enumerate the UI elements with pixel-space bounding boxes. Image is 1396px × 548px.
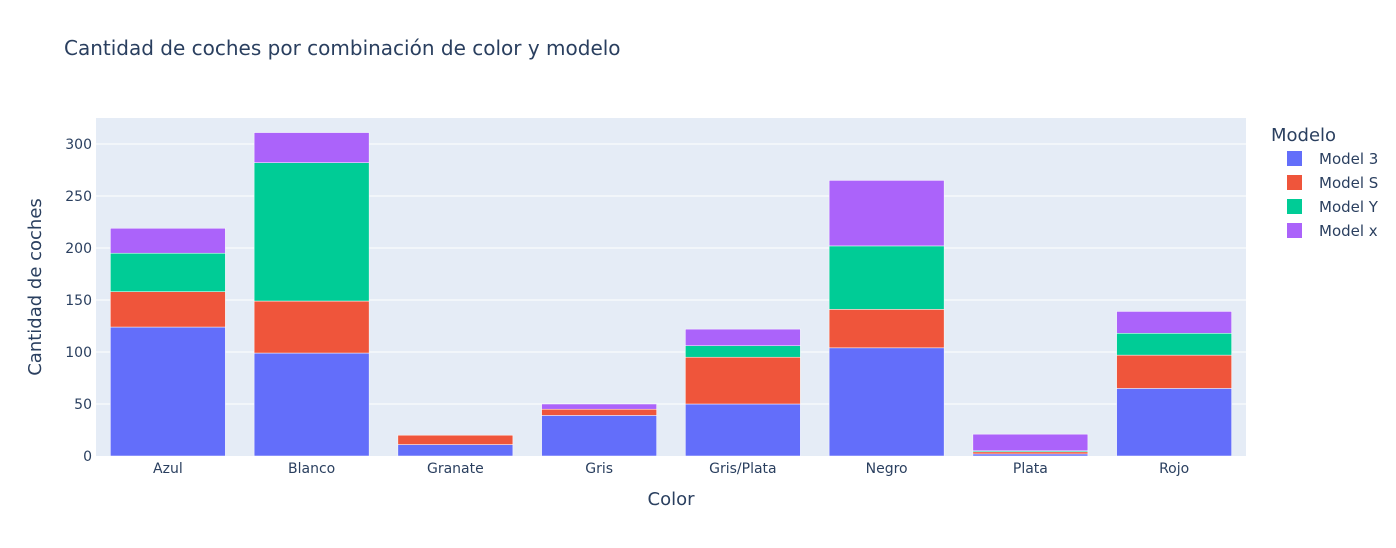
bar-azul-model-3 (110, 326, 226, 457)
legend-item-label: Model Y (1319, 198, 1379, 216)
legend-swatch (1287, 151, 1302, 166)
legend-swatch (1287, 223, 1302, 238)
bar-negro-model-s (828, 309, 945, 349)
y-tick-label: 300 (65, 137, 92, 153)
bar-gris-plata-model-3 (685, 403, 801, 457)
legend: Modelo Model 3 Model S Model Y Model x (1271, 125, 1379, 240)
bar-rojo-model-3 (1116, 388, 1232, 457)
y-tick-label: 50 (74, 397, 92, 413)
x-tick-label: Gris (585, 461, 613, 477)
bar-plata-model-x (972, 433, 1089, 452)
bar-gris-plata-model-s (685, 356, 801, 405)
y-tick-label: 200 (65, 241, 92, 257)
x-tick-label: Azul (153, 461, 183, 477)
bar-blanco-model-y (253, 162, 370, 302)
bar-negro-model-x (828, 180, 945, 247)
bar-gris-plata-model-x (685, 328, 801, 347)
bar-azul-model-y (110, 252, 226, 292)
bar-gris-model-s (541, 408, 657, 416)
bar-rojo-model-s (1116, 354, 1232, 389)
x-tick-label: Rojo (1159, 461, 1189, 477)
y-tick-label: 250 (65, 189, 92, 205)
bar-azul-model-x (110, 227, 226, 254)
x-tick-label: Blanco (288, 461, 335, 477)
bar-gris-model-3 (541, 415, 657, 457)
bar-rojo-model-x (1116, 311, 1232, 334)
y-tick-label: 0 (83, 449, 92, 465)
x-tick-label: Negro (866, 461, 908, 477)
bar-blanco-model-s (253, 300, 370, 354)
y-tick-label: 150 (65, 293, 92, 309)
bar-negro-model-y (828, 245, 945, 310)
x-tick-label: Granate (427, 461, 484, 477)
x-tick-label: Plata (1013, 461, 1048, 477)
x-axis-title: Color (648, 489, 696, 510)
bar-blanco-model-3 (253, 352, 370, 457)
bar-plata-model-s (972, 451, 1089, 455)
legend-swatch (1287, 175, 1302, 190)
bar-granate-model-3 (397, 444, 514, 457)
legend-item-label: Model S (1319, 174, 1378, 192)
bar-plata-model-3 (972, 453, 1089, 457)
bar-gris-plata-model-y (685, 345, 801, 358)
chart-title: Cantidad de coches por combinación de co… (64, 36, 621, 60)
y-tick-label: 100 (65, 345, 92, 361)
x-axis-ticks: Azul Blanco Granate Gris Gris/Plata Negro Plat… (153, 461, 1189, 477)
legend-item-label: Model 3 (1319, 150, 1378, 168)
bar-azul-model-s (110, 291, 226, 328)
bar-gris-model-x (541, 403, 657, 410)
legend-item-label: Model x (1319, 222, 1378, 240)
y-axis-ticks: 0 50 100 150 200 250 300 (65, 137, 92, 465)
legend-title: Modelo (1271, 125, 1336, 146)
bars (110, 132, 1232, 457)
legend-swatch (1287, 199, 1302, 214)
y-axis-title: Cantidad de coches (25, 198, 46, 376)
bar-blanco-model-x (253, 132, 370, 163)
bar-negro-model-3 (828, 347, 945, 457)
bar-rojo-model-y (1116, 333, 1232, 356)
x-tick-label: Gris/Plata (709, 461, 776, 477)
bar-granate-model-s (397, 434, 514, 445)
